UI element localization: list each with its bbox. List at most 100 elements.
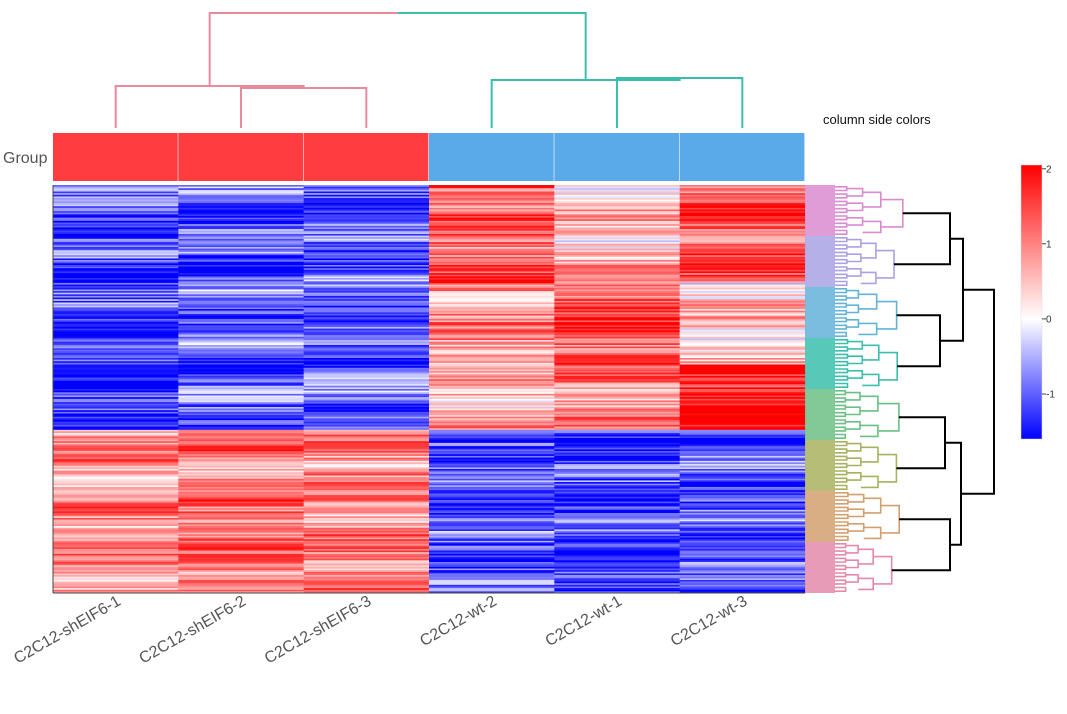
- heatmap-cell: [429, 282, 555, 285]
- column-tick-labels: C2C12-shEIF6-1 C2C12-shEIF6-2 C2C12-shEIF6…: [11, 593, 750, 668]
- heatmap-cell: [53, 563, 179, 566]
- heatmap-cell: [178, 382, 304, 385]
- heatmap-cell: [554, 256, 680, 259]
- heatmap-cell: [679, 526, 806, 529]
- heatmap-cell: [303, 575, 430, 578]
- heatmap-cell: [429, 212, 555, 215]
- heatmap-cell: [429, 317, 555, 320]
- heatmap-cell: [53, 472, 179, 475]
- heatmap-cell: [303, 584, 430, 587]
- heatmap-cell: [679, 214, 806, 217]
- heatmap-cell: [53, 493, 179, 496]
- heatmap-cell: [429, 258, 555, 261]
- row-dendrogram-branch: [835, 484, 848, 490]
- heatmap-cell: [429, 286, 555, 289]
- heatmap-cell: [679, 289, 806, 292]
- heatmap-cell: [679, 371, 806, 374]
- heatmap-cell: [554, 220, 680, 223]
- heatmap-cell: [679, 571, 806, 574]
- heatmap-cell: [679, 305, 806, 308]
- heatmap-cell: [429, 433, 555, 436]
- heatmap-cell: [303, 447, 430, 450]
- heatmap-cell: [178, 349, 304, 352]
- column-tick-label: C2C12-wt-3: [668, 593, 751, 650]
- row-dendrogram-branch: [847, 508, 865, 518]
- heatmap-cell: [679, 217, 806, 220]
- heatmap-cell: [679, 529, 806, 532]
- heatmap-cell: [53, 309, 179, 312]
- heatmap-cell: [53, 439, 179, 442]
- heatmap-cell: [429, 256, 555, 259]
- heatmap-cell: [679, 369, 806, 372]
- heatmap-cell: [429, 251, 555, 254]
- heatmap-cell: [679, 338, 806, 341]
- heatmap-cell: [554, 389, 680, 392]
- heatmap-cell: [679, 522, 806, 525]
- heatmap-cell: [679, 328, 806, 331]
- heatmap-cell: [429, 501, 555, 504]
- heatmap-cell: [178, 289, 304, 292]
- heatmap-cell: [178, 429, 304, 432]
- heatmap-cell: [679, 588, 806, 591]
- heatmap-cell: [303, 589, 430, 592]
- heatmap-cell: [303, 207, 430, 210]
- heatmap-cell: [53, 273, 179, 276]
- row-dendrogram-branch: [858, 548, 874, 565]
- heatmap-cell: [554, 266, 680, 269]
- heatmap-cell: [679, 276, 806, 279]
- heatmap-cell: [679, 294, 806, 297]
- heatmap-cell: [178, 467, 304, 470]
- heatmap-cell: [53, 243, 179, 246]
- heatmap-cell: [429, 473, 555, 476]
- heatmap-cell: [53, 454, 179, 457]
- heatmap-cell: [679, 269, 806, 272]
- column-dendrogram-branch: [114, 85, 305, 128]
- heatmap-cell: [429, 408, 555, 411]
- heatmap-cell: [53, 475, 179, 478]
- heatmap-cell: [554, 371, 680, 374]
- heatmap-cell: [554, 258, 680, 261]
- heatmap-cell: [303, 338, 430, 341]
- heatmap-cell: [679, 421, 806, 424]
- heatmap-cell: [53, 255, 179, 258]
- heatmap-cell: [178, 532, 304, 535]
- heatmap-cell: [554, 544, 680, 547]
- heatmap-cell: [53, 428, 179, 431]
- heatmap-cell: [303, 189, 430, 192]
- heatmap-cell: [53, 504, 179, 507]
- heatmap-cell: [679, 429, 806, 432]
- heatmap-cell: [303, 286, 430, 289]
- heatmap-cell: [429, 464, 555, 467]
- row-dendrogram-branch: [835, 229, 848, 235]
- heatmap-cell: [53, 229, 179, 232]
- heatmap-cell: [429, 299, 555, 302]
- heatmap-cell: [679, 291, 806, 294]
- heatmap-cell: [429, 413, 555, 416]
- heatmap-cell: [178, 284, 304, 287]
- heatmap-cell: [178, 586, 304, 589]
- row-dendrogram-branch: [835, 506, 849, 512]
- heatmap-cell: [554, 188, 680, 191]
- heatmap-cell: [679, 534, 806, 537]
- heatmap-cell: [429, 544, 555, 547]
- heatmap-cell: [429, 295, 555, 299]
- heatmap-cell: [178, 209, 304, 212]
- heatmap-cell: [303, 201, 430, 204]
- heatmap-cell: [178, 305, 304, 308]
- heatmap-cell: [554, 211, 680, 214]
- heatmap-cell: [53, 560, 179, 563]
- row-dendrogram-branch: [835, 324, 848, 330]
- heatmap-cell: [53, 408, 179, 411]
- heatmap-cell: [303, 421, 430, 424]
- heatmap-cell: [429, 516, 555, 519]
- heatmap-cell: [679, 434, 806, 437]
- heatmap-cell: [178, 433, 304, 436]
- heatmap-cell: [303, 354, 430, 357]
- heatmap-cell: [178, 380, 304, 383]
- heatmap-cell: [429, 385, 555, 388]
- heatmap-cell: [554, 263, 680, 266]
- heatmap-cell: [554, 322, 680, 325]
- row-dendrogram-branch: [835, 280, 848, 286]
- heatmap-cell: [303, 534, 430, 537]
- heatmap-cell: [554, 366, 680, 369]
